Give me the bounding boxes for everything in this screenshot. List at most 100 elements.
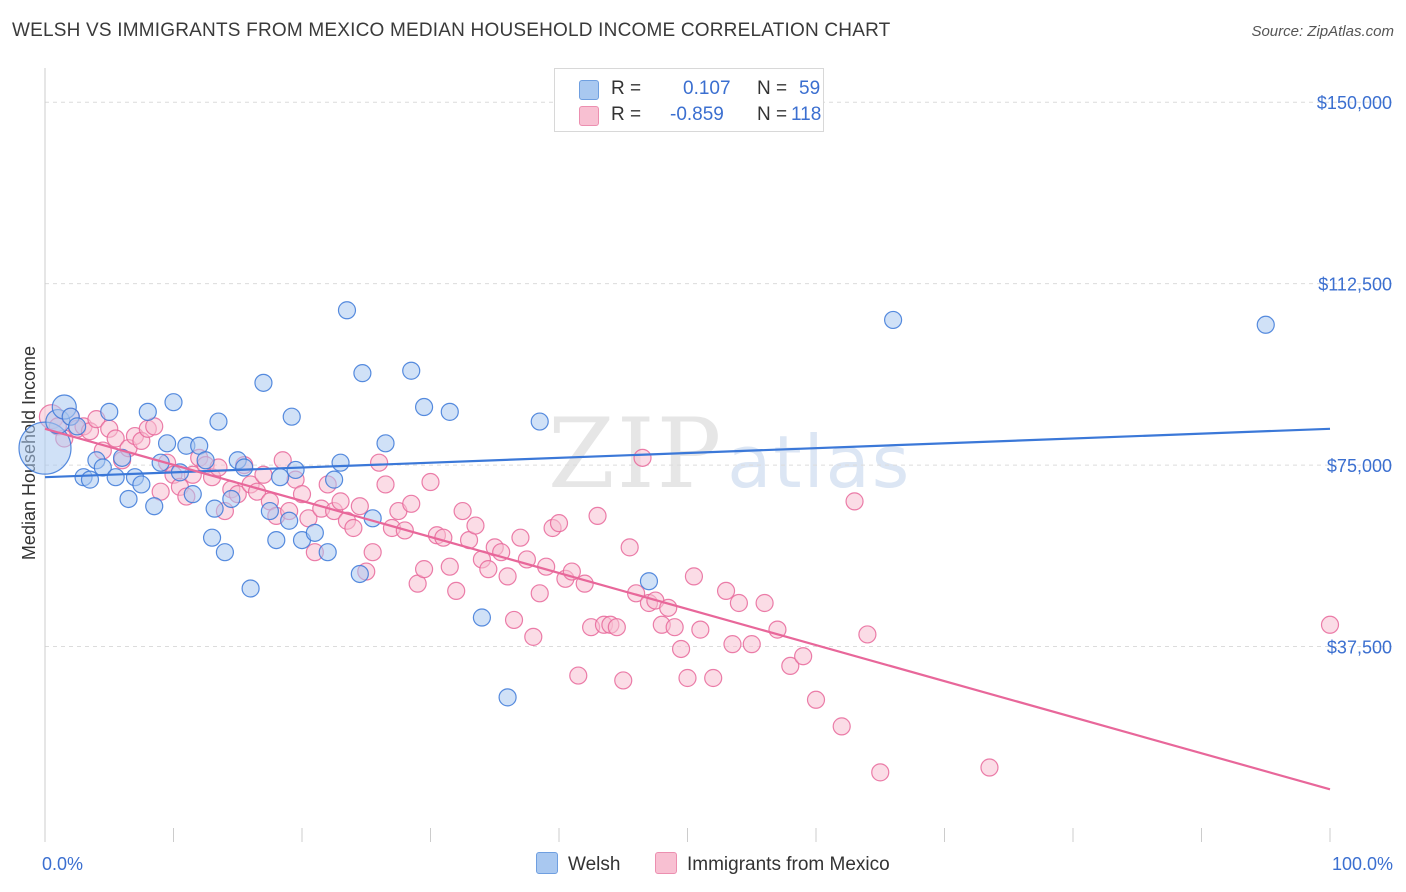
legend-r-label: R = [611, 78, 642, 99]
welsh-point [337, 301, 357, 320]
welsh-point [164, 393, 183, 412]
legend-item-mexico: Immigrants from Mexico [655, 852, 890, 876]
mexico-point [684, 567, 704, 586]
legend-item-welsh: Welsh [536, 852, 620, 876]
welsh-point [80, 470, 100, 489]
welsh-point [241, 579, 260, 598]
mexico-point [832, 717, 851, 736]
welsh-point [202, 528, 222, 547]
welsh-point [331, 453, 350, 472]
mexico-point [376, 475, 395, 494]
welsh-point [222, 489, 241, 509]
mexico-point [504, 610, 524, 630]
watermark-atlas: atlas [727, 420, 912, 504]
y-tick-label: $112,500 [1318, 275, 1392, 295]
mexico-point [447, 581, 466, 601]
watermark: ZIPatlas [548, 398, 911, 510]
welsh-point [305, 523, 324, 542]
legend-r-value: -0.859 [670, 104, 724, 125]
mexico-point [402, 494, 421, 513]
mexico-point [691, 620, 710, 639]
welsh-point [350, 564, 369, 584]
mexico-point [292, 485, 312, 504]
mexico-point [633, 448, 652, 467]
legend-label-welsh: Welsh [568, 854, 621, 875]
legend-label-mexico: Immigrants from Mexico [687, 854, 890, 875]
legend-n-label: N = [757, 104, 788, 125]
mexico-point [453, 501, 472, 521]
welsh-point [260, 501, 279, 521]
stats-legend: R = 0.107 N = 59 R = -0.859 N = 118 [554, 68, 824, 132]
mexico-point [440, 557, 459, 576]
welsh-point [235, 458, 254, 477]
mexico-point [781, 656, 800, 676]
x-tick-label: 100.0% [1332, 854, 1393, 874]
welsh-point [106, 468, 125, 487]
welsh-point [132, 475, 151, 494]
chart-title: WELSH VS IMMIGRANTS FROM MEXICO MEDIAN H… [12, 20, 891, 41]
mexico-point [871, 763, 890, 782]
legend-swatch-welsh [536, 852, 558, 874]
mexico-point [845, 492, 864, 511]
mexico-point [421, 472, 440, 492]
welsh-point [157, 434, 177, 453]
welsh-point [498, 688, 517, 707]
mexico-point [742, 635, 761, 654]
mexico-point [794, 647, 813, 666]
mexico-point [729, 593, 749, 613]
mexico-point [466, 516, 485, 535]
mexico-trend-line [44, 427, 1331, 791]
welsh-point [286, 460, 305, 480]
welsh-point [414, 397, 434, 417]
legend-swatch-mexico [579, 106, 599, 126]
mexico-point [665, 618, 684, 637]
welsh-point [215, 543, 234, 562]
mexico-point [414, 560, 434, 579]
mexico-point [498, 567, 517, 586]
legend-n-value: 59 [799, 78, 821, 99]
welsh-point [280, 511, 299, 530]
source-label: Source: ZipAtlas.com [1251, 23, 1394, 40]
mexico-point [344, 518, 363, 538]
welsh-point [318, 543, 337, 562]
welsh-point [271, 468, 290, 487]
mexico-point [704, 668, 723, 688]
mexico-point [524, 627, 543, 646]
welsh-point [119, 489, 138, 509]
mexico-point [434, 528, 453, 547]
y-tick-label: $75,000 [1327, 456, 1392, 476]
welsh-point [100, 402, 119, 421]
welsh-point [145, 497, 164, 516]
welsh-point [254, 373, 273, 392]
y-tick-label: $150,000 [1317, 93, 1392, 113]
mexico-point [755, 593, 774, 613]
welsh-point [883, 310, 903, 330]
mexico-point [620, 538, 639, 557]
welsh-point [325, 470, 344, 489]
welsh-point [530, 412, 549, 431]
welsh-trend-line [44, 427, 1331, 479]
welsh-point [209, 412, 228, 431]
legend-r-value: 0.107 [683, 78, 731, 99]
legend-r-label: R = [611, 104, 642, 125]
mexico-point [511, 528, 530, 547]
welsh-point [183, 485, 202, 504]
welsh-point [138, 402, 157, 421]
mexico-point [980, 758, 999, 777]
mexico-point [607, 618, 626, 637]
mexico-point [106, 429, 125, 448]
mexico-point [479, 560, 498, 579]
welsh-point [376, 434, 395, 453]
welsh-point [472, 608, 491, 627]
welsh-point [1256, 315, 1275, 334]
welsh-point [440, 402, 459, 421]
welsh-point [353, 364, 372, 383]
welsh-point [18, 421, 72, 475]
mexico-point [806, 690, 826, 709]
mexico-point [331, 492, 350, 511]
mexico-point [588, 506, 607, 526]
legend-swatch-welsh [579, 80, 599, 100]
legend-n-label: N = [757, 78, 788, 99]
welsh-point [402, 361, 421, 380]
